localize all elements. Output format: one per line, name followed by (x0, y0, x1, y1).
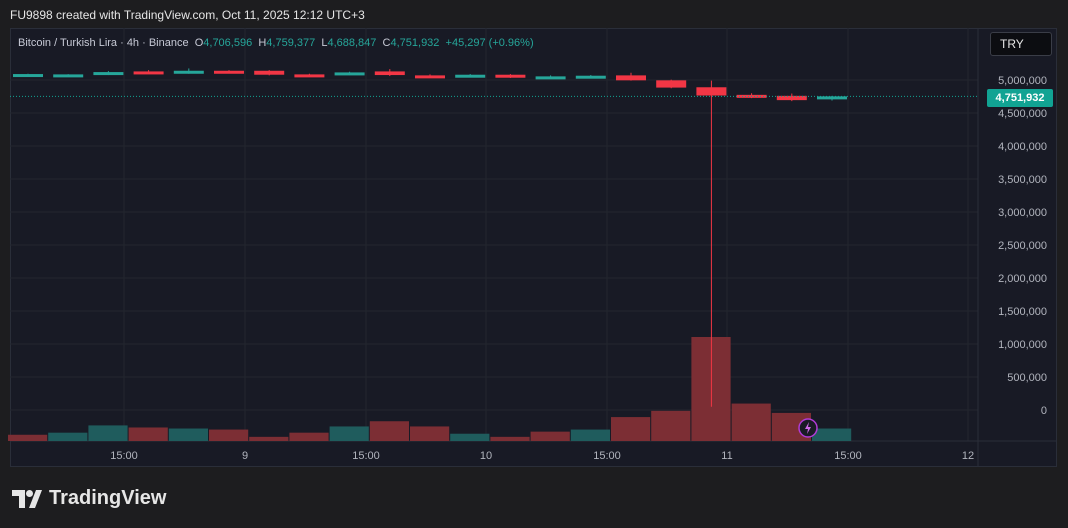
x-tick-label: 11 (721, 450, 732, 462)
chart-pane[interactable] (10, 28, 1057, 467)
volume-bar (490, 436, 530, 441)
candle-body (535, 76, 566, 80)
attribution-text: FU9898 created with TradingView.com, Oct… (10, 8, 365, 22)
candle-body (53, 74, 84, 78)
candle-body (334, 72, 365, 76)
y-tick-label: 0 (1041, 405, 1047, 417)
y-tick-label: 500,000 (1007, 372, 1047, 384)
volume-bar (88, 425, 128, 441)
volume-bar (48, 432, 88, 441)
candle-body (214, 70, 244, 74)
x-tick-label: 10 (480, 450, 492, 462)
x-tick-label: 15:00 (352, 450, 380, 462)
symbol-label[interactable]: Bitcoin / Turkish Lira · 4h · Binance (18, 37, 189, 49)
volume-bar (128, 427, 168, 441)
close-value: 4,751,932 (390, 37, 440, 49)
x-tick-label: 9 (242, 450, 248, 462)
open-value: 4,706,596 (203, 37, 253, 49)
volume-bar (168, 428, 208, 441)
volume-bar (450, 433, 490, 441)
y-tick-label: 4,500,000 (998, 108, 1047, 120)
y-tick-label: 4,000,000 (998, 141, 1047, 153)
volume-bar (611, 417, 651, 441)
volume-bar (249, 436, 289, 441)
x-tick-label: 12 (962, 450, 974, 462)
last-price-label: 4,751,932 (987, 89, 1053, 107)
y-tick-label: 1,500,000 (998, 306, 1047, 318)
volume-bar (329, 426, 369, 441)
brand-name: TradingView (49, 487, 167, 509)
volume-bar (812, 428, 852, 441)
currency-button[interactable]: TRY (990, 32, 1052, 56)
volume-bar (651, 410, 691, 441)
x-tick-label: 15:00 (834, 450, 862, 462)
volume-bar (369, 421, 409, 441)
high-value: 4,759,377 (266, 37, 316, 49)
candle-body (616, 75, 646, 81)
open-label: O (194, 37, 204, 49)
candle-body (13, 74, 43, 78)
volume-bar (8, 434, 48, 441)
change-value: +45,297 (+0.96%) (445, 37, 534, 49)
candle-body (173, 70, 204, 74)
volume-bar (570, 429, 610, 441)
y-tick-label: 2,000,000 (998, 273, 1047, 285)
candle-body (415, 75, 445, 79)
candle-body (254, 70, 285, 75)
candle-body (696, 87, 727, 96)
volume-bar (209, 429, 249, 441)
y-tick-label: 1,000,000 (998, 339, 1047, 351)
low-label: L (321, 37, 328, 49)
y-tick-label: 5,000,000 (998, 75, 1047, 87)
candle-body (495, 74, 526, 78)
volume-bar (289, 432, 329, 441)
candle-body (575, 75, 606, 79)
y-tick-label: 3,000,000 (998, 207, 1047, 219)
candle-body (294, 74, 325, 78)
candle-body (776, 95, 807, 101)
x-tick-label: 15:00 (593, 450, 621, 462)
volume-bar (731, 403, 771, 441)
candle-body (455, 74, 486, 78)
candle-body (133, 71, 164, 75)
candle-body (817, 96, 847, 100)
ohlc-legend: Bitcoin / Turkish Lira · 4h · Binance O4… (18, 37, 534, 49)
volume-bar (530, 431, 570, 441)
volume-bar (410, 426, 450, 441)
tradingview-logo-icon (12, 489, 42, 508)
y-tick-label: 2,500,000 (998, 240, 1047, 252)
candle-body (374, 71, 405, 76)
lightning-icon[interactable] (798, 418, 818, 438)
x-tick-label: 15:00 (110, 450, 138, 462)
high-label: H (258, 37, 267, 49)
candle-body (93, 72, 124, 76)
candle-body (656, 80, 687, 88)
tradingview-brand[interactable]: TradingView (12, 487, 166, 510)
y-tick-label: 3,500,000 (998, 174, 1047, 186)
low-value: 4,688,847 (327, 37, 377, 49)
close-label: C (382, 37, 391, 49)
